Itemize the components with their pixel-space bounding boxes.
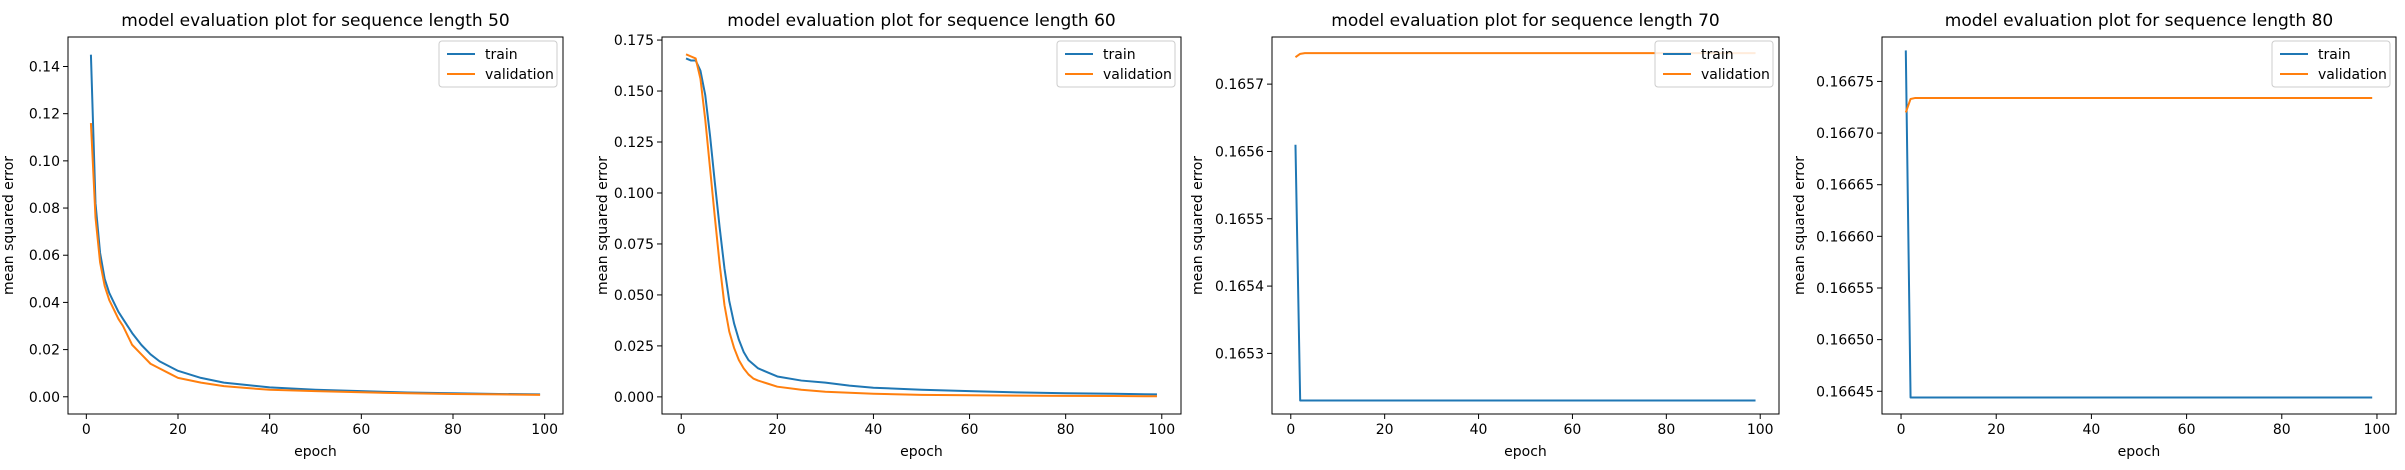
chart-panel-4: model evaluation plot for sequence lengt… [1792, 11, 2397, 460]
legend: train validation [1654, 40, 1774, 88]
y-tick-label: 0.100 [614, 186, 654, 202]
y-tick-label: 0.16665 [1816, 178, 1874, 194]
x-tick-label: 0 [1897, 422, 1906, 438]
y-tick-label: 0.1656 [1215, 144, 1264, 160]
x-tick-label: 80 [1657, 422, 1675, 438]
x-tick-label: 60 [1564, 422, 1582, 438]
y-tick-label: 0.16675 [1816, 74, 1874, 90]
y-tick-label: 0.16660 [1816, 229, 1874, 245]
y-tick-label: 0.00 [29, 390, 60, 406]
y-tick-label: 0.16645 [1816, 384, 1874, 400]
x-tick-label: 20 [1987, 422, 2005, 438]
legend-label-train: train [1701, 47, 1734, 63]
x-tick-label: 20 [169, 422, 187, 438]
x-tick-label: 60 [352, 422, 370, 438]
legend-label-validation: validation [1103, 67, 1172, 83]
y-tick-label: 0.10 [29, 154, 60, 170]
legend-label-train: train [1103, 47, 1136, 63]
series-line-validation [1294, 52, 1756, 59]
legend: train validation [1056, 40, 1176, 88]
y-tick-label: 0.000 [614, 390, 654, 406]
x-tick-label: 40 [261, 422, 279, 438]
legend: train validation [438, 40, 558, 88]
series-line-train [1904, 50, 2373, 399]
y-tick-label: 0.075 [614, 237, 654, 253]
x-axis-label: epoch [294, 444, 337, 460]
y-axis-label: mean squared error [1, 156, 17, 295]
x-tick-label: 100 [531, 422, 558, 438]
y-tick-label: 0.16650 [1816, 333, 1874, 349]
x-tick-label: 20 [768, 422, 786, 438]
legend-box [438, 40, 558, 88]
y-tick-label: 0.14 [29, 59, 60, 75]
series-line-validation [685, 53, 1157, 398]
chart-title: model evaluation plot for sequence lengt… [1945, 11, 2333, 31]
axes-frame [1881, 36, 2397, 415]
series-line-validation [89, 123, 541, 396]
x-tick-label: 0 [1286, 422, 1295, 438]
x-axis-label: epoch [900, 444, 943, 460]
y-tick-label: 0.125 [614, 135, 654, 151]
y-tick-label: 0.02 [29, 343, 60, 359]
x-tick-label: 100 [1747, 422, 1774, 438]
x-tick-label: 80 [444, 422, 462, 438]
y-tick-label: 0.12 [29, 107, 60, 123]
y-tick-label: 0.08 [29, 201, 60, 217]
legend-box [2271, 40, 2391, 88]
series-line-validation [1904, 96, 2373, 113]
legend-label-validation: validation [1701, 67, 1770, 83]
x-tick-label: 40 [1470, 422, 1488, 438]
y-tick-label: 0.16670 [1816, 126, 1874, 142]
x-tick-label: 100 [2364, 422, 2391, 438]
chart-title: model evaluation plot for sequence lengt… [121, 11, 509, 31]
y-tick-label: 0.1653 [1215, 346, 1264, 362]
x-tick-label: 0 [677, 422, 686, 438]
y-axis-label: mean squared error [1792, 156, 1808, 295]
y-tick-label: 0.175 [614, 33, 654, 49]
chart-panel-3: model evaluation plot for sequence lengt… [1190, 11, 1780, 460]
chart-title: model evaluation plot for sequence lengt… [1331, 11, 1719, 31]
y-tick-label: 0.025 [614, 339, 654, 355]
legend-label-validation: validation [485, 67, 554, 83]
legend-label-train: train [2318, 47, 2351, 63]
series-line-train [89, 54, 541, 396]
x-tick-label: 40 [865, 422, 883, 438]
legend: train validation [2271, 40, 2391, 88]
chart-panel-1: model evaluation plot for sequence lengt… [1, 11, 564, 460]
y-tick-label: 0.150 [614, 84, 654, 100]
x-tick-label: 80 [2273, 422, 2291, 438]
x-tick-label: 0 [82, 422, 91, 438]
y-tick-label: 0.1654 [1215, 279, 1264, 295]
legend-box [1056, 40, 1176, 88]
axes-frame [67, 36, 564, 415]
x-tick-label: 60 [2178, 422, 2196, 438]
y-tick-label: 0.04 [29, 295, 60, 311]
x-tick-label: 40 [2082, 422, 2100, 438]
y-tick-label: 0.050 [614, 288, 654, 304]
axes-frame [1271, 36, 1780, 415]
y-tick-label: 0.1657 [1215, 77, 1264, 93]
x-axis-label: epoch [2118, 444, 2161, 460]
chart-panel-2: model evaluation plot for sequence lengt… [595, 11, 1182, 460]
series-line-train [685, 57, 1157, 396]
axes-frame [661, 36, 1182, 415]
x-tick-label: 80 [1057, 422, 1075, 438]
x-axis-label: epoch [1504, 444, 1547, 460]
x-tick-label: 100 [1148, 422, 1175, 438]
series-line-train [1294, 144, 1756, 402]
legend-label-train: train [485, 47, 518, 63]
legend-box [1654, 40, 1774, 88]
y-axis-label: mean squared error [1190, 156, 1206, 295]
x-tick-label: 60 [961, 422, 979, 438]
y-tick-label: 0.16655 [1816, 281, 1874, 297]
x-tick-label: 20 [1376, 422, 1394, 438]
y-tick-label: 0.06 [29, 248, 60, 264]
chart-title: model evaluation plot for sequence lengt… [727, 11, 1115, 31]
legend-label-validation: validation [2318, 67, 2387, 83]
y-tick-label: 0.1655 [1215, 212, 1264, 228]
y-axis-label: mean squared error [595, 156, 611, 295]
